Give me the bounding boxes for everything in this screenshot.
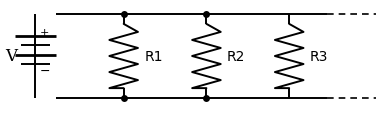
Text: −: − (39, 64, 50, 77)
Text: R3: R3 (310, 50, 328, 63)
Text: R2: R2 (227, 50, 246, 63)
Text: V: V (5, 48, 17, 65)
Text: R1: R1 (144, 50, 163, 63)
Text: +: + (40, 27, 49, 37)
